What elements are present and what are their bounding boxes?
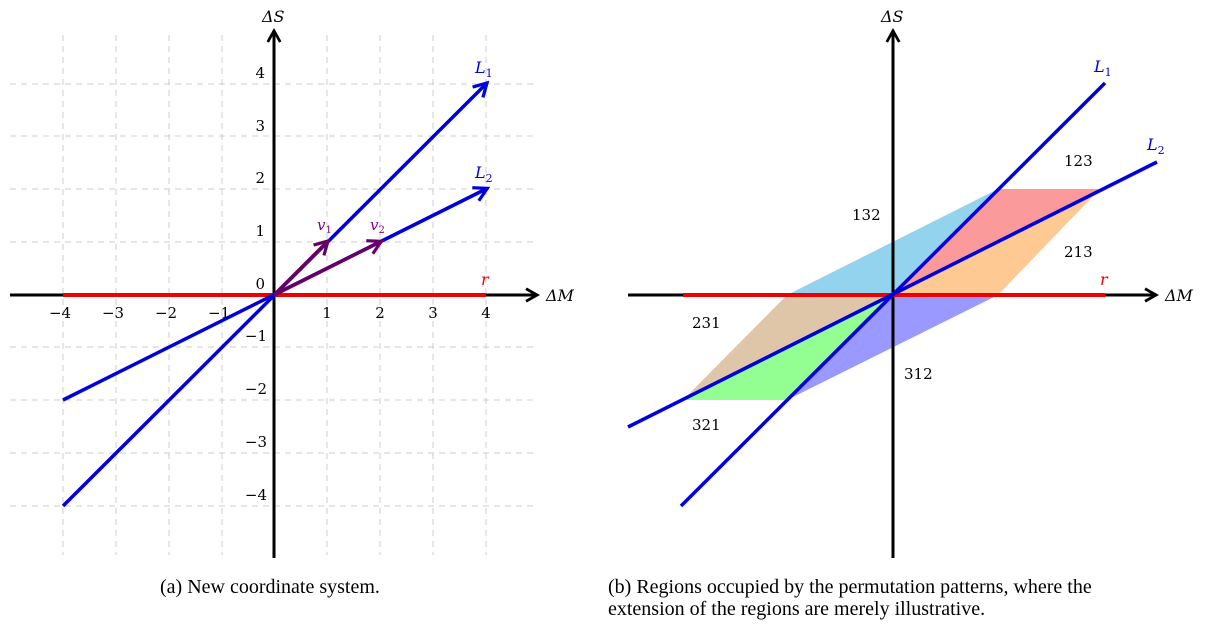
vector-v1-label: v1	[317, 216, 332, 236]
region-label-231: 231	[692, 314, 721, 332]
y-tick-label: 4	[255, 64, 265, 82]
region-label-132: 132	[852, 206, 881, 224]
y-axis-label: ΔS	[261, 7, 285, 26]
x-tick-labels: −4 −3 −2 −1 1 2 3 4	[49, 304, 491, 322]
y-tick-label: 1	[255, 222, 265, 240]
x-tick-label: 3	[428, 304, 438, 322]
origin-label: 0	[255, 275, 265, 293]
grid-lines	[10, 35, 535, 555]
vector-v2-label: v2	[370, 216, 385, 236]
y-tick-label: 3	[255, 117, 265, 135]
region-label-312: 312	[904, 365, 933, 383]
x-tick-label: −1	[208, 304, 230, 322]
y-tick-label: −4	[245, 486, 267, 504]
ray-r-label: r	[1100, 270, 1109, 289]
region-labels: 123 132 213 231 312 321	[692, 152, 1093, 434]
vector-v2	[273, 242, 380, 297]
x-tick-label: 4	[481, 304, 491, 322]
y-tick-label: −1	[245, 327, 267, 345]
region-label-213: 213	[1064, 243, 1093, 261]
x-tick-label: −2	[155, 304, 177, 322]
y-tick-label: −3	[245, 433, 267, 451]
x-tick-label: 2	[375, 304, 385, 322]
line-L2	[627, 160, 1158, 429]
y-axis-label: ΔS	[880, 7, 904, 26]
caption-a: (a) New coordinate system.	[160, 576, 380, 598]
x-axis-label: ΔM	[1164, 286, 1194, 305]
caption-b-line1: (b) Regions occupied by the permutation …	[608, 576, 1092, 598]
x-axis-label: ΔM	[545, 286, 575, 305]
line-L1-label: L1	[1093, 57, 1112, 79]
y-tick-label: −2	[245, 380, 267, 398]
line-L1-label: L1	[474, 58, 493, 80]
y-tick-label: 2	[255, 169, 265, 187]
y-tick-labels: 4 3 2 1 0 −1 −2 −3 −4	[245, 64, 267, 504]
vector-v1	[272, 242, 327, 297]
caption-b-line2: extension of the regions are merely illu…	[608, 598, 986, 620]
region-label-123: 123	[1064, 152, 1093, 170]
region-label-321: 321	[692, 416, 721, 434]
line-L2-label: L2	[1146, 135, 1165, 157]
x-tick-label: −4	[49, 304, 71, 322]
x-tick-label: −3	[102, 304, 124, 322]
figure-a: ΔS ΔM −4 −3 −2 −1 1 2 3 4 4 3 2 1 0 −1 −…	[10, 7, 575, 558]
x-tick-label: 1	[322, 304, 332, 322]
line-L2-label: L2	[474, 163, 493, 185]
figure-b: ΔS ΔM L1 L2 r 123 132 213 231 312 321	[627, 7, 1194, 558]
ray-r-label: r	[481, 270, 490, 289]
